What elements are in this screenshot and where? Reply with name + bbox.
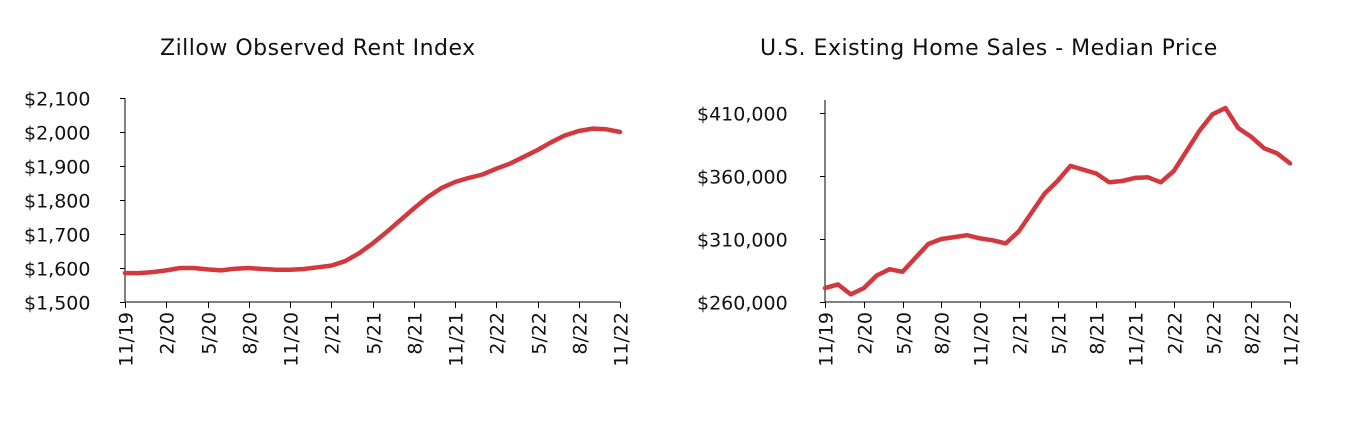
series-line-1 (122, 126, 623, 276)
x-tick-label: 5/21 (364, 312, 386, 355)
x-tick-label: 8/20 (932, 312, 954, 355)
x-tick-label: 8/21 (1087, 312, 1109, 355)
series-line-2 (822, 105, 1293, 297)
x-tick-label: 2/20 (157, 312, 179, 355)
x-tick-label: 5/22 (529, 312, 551, 355)
y-tick-label: $360,000 (697, 167, 788, 189)
x-tick-label: 8/21 (405, 312, 427, 355)
x-tick-label: 5/20 (199, 312, 221, 355)
x-tick-label: 2/22 (1165, 312, 1187, 355)
x-tick-label: 11/22 (611, 312, 633, 367)
y-tick-label: $1,800 (24, 191, 90, 213)
x-tick-label: 11/21 (446, 312, 468, 367)
y-tick-label: $2,100 (24, 89, 90, 111)
x-tick-label: 5/22 (1204, 312, 1226, 355)
x-tick-label: 2/21 (1010, 312, 1032, 355)
y-tick-label: $1,900 (24, 157, 90, 179)
x-tick-label: 2/22 (487, 312, 509, 355)
x-tick-label: 11/22 (1281, 312, 1303, 367)
chart-title-rent-index: Zillow Observed Rent Index (160, 36, 476, 61)
x-tick-label: 2/20 (855, 312, 877, 355)
y-tick-label: $310,000 (697, 230, 788, 252)
x-tick-label: 5/21 (1049, 312, 1071, 355)
y-tick-label: $2,000 (24, 123, 90, 145)
y-tick-label: $1,600 (24, 259, 90, 281)
x-tick-label: 8/20 (240, 312, 262, 355)
x-tick-label: 11/19 (816, 312, 838, 367)
y-tick-label: $1,700 (24, 225, 90, 247)
x-tick-label: 8/22 (570, 312, 592, 355)
x-tick-label: 11/21 (1126, 312, 1148, 367)
x-tick-label: 8/22 (1242, 312, 1264, 355)
x-tick-label: 5/20 (894, 312, 916, 355)
y-tick-label: $410,000 (697, 104, 788, 126)
chart-title-home-price: U.S. Existing Home Sales - Median Price (760, 36, 1218, 61)
y-tick-label: $260,000 (697, 293, 788, 315)
x-tick-label: 11/20 (971, 312, 993, 367)
x-tick-label: 11/20 (281, 312, 303, 367)
y-tick-label: $1,500 (24, 293, 90, 315)
x-tick-label: 2/21 (322, 312, 344, 355)
x-tick-label: 11/19 (116, 312, 138, 367)
